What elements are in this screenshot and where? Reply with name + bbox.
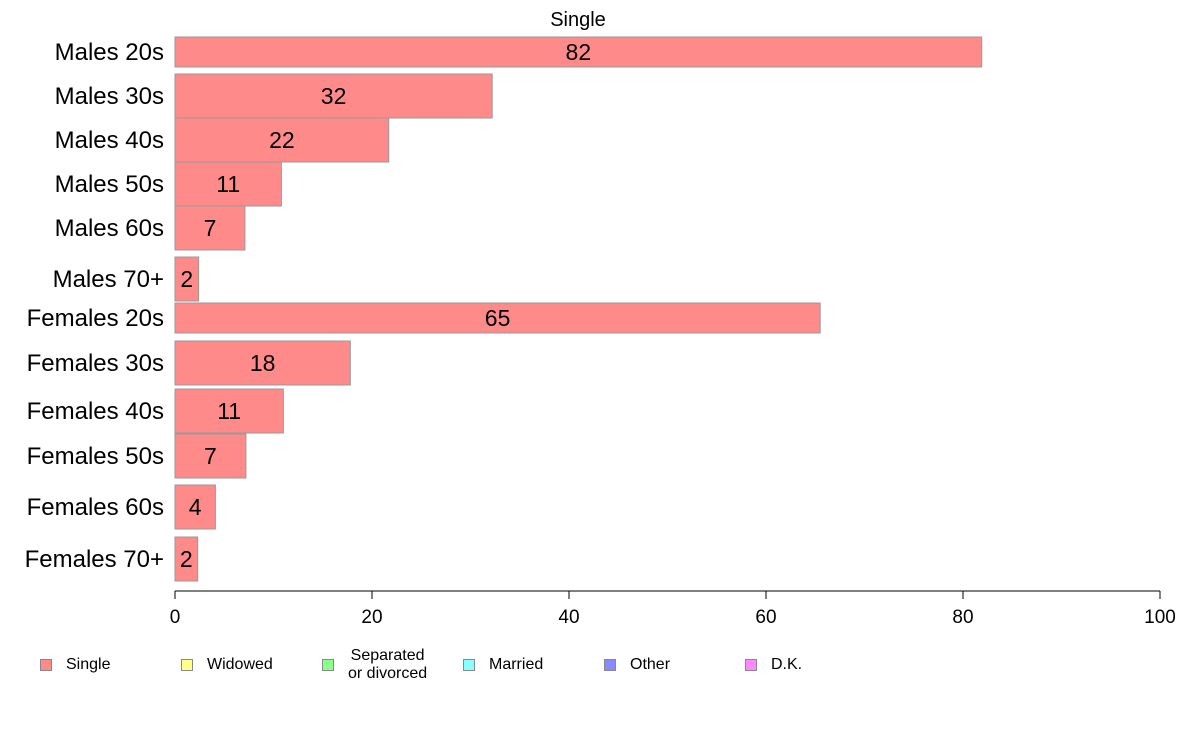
bar-value-label: 7 [204,215,217,241]
category-label: Females 40s [27,398,164,425]
chart-title: Single [550,9,606,31]
category-label: Males 40s [55,127,164,154]
category-label: Males 30s [55,83,164,110]
bar-males-70- [174,256,200,302]
bar-females-50s [174,433,247,479]
legend-item-married: Married [463,645,543,685]
x-tick-label: 0 [170,607,181,628]
category-label: Males 60s [55,215,164,242]
legend-item-d-k: D.K. [745,645,802,685]
legend-label: Married [489,656,544,673]
bar-value-label: 65 [485,305,511,331]
legend-swatch [40,659,52,671]
x-tick-label: 80 [952,607,973,628]
x-tick-label: 40 [558,607,579,628]
category-label: Males 50s [55,171,164,198]
legend-label: Other [630,656,671,673]
bar-value-label: 11 [217,398,241,424]
bar-females-30s [174,340,351,386]
legend-item-widowed: Widowed [181,645,273,685]
category-label: Females 60s [27,494,164,521]
bar-males-20s [174,36,983,68]
legend-label: Widowed [207,656,273,673]
bar-value-label: 11 [216,171,240,197]
legend-item-other: Other [604,645,670,685]
bar-value-label: 82 [566,39,592,65]
bar-value-label: 4 [189,494,202,520]
legend-label: Separated or divorced [348,647,428,682]
bar-females-70- [174,536,199,582]
legend-item-separated-or-divorced: Separated or divorced [322,645,427,685]
category-label: Females 20s [27,305,164,332]
x-tick-label: 100 [1144,607,1176,628]
legend-swatch [745,659,757,671]
legend-item-single: Single [40,645,110,685]
bar-males-50s [174,161,282,207]
legend-label: Single [66,656,111,673]
bar-value-label: 2 [180,266,193,292]
legend: Single Widowed Separated or divorced Marrie… [40,645,1140,685]
bar-value-label: 32 [321,83,347,109]
category-label: Males 20s [55,39,164,66]
category-label: Females 30s [27,350,164,377]
x-tick-label: 20 [361,607,382,628]
bar-males-40s [174,117,390,163]
category-label: Females 50s [27,443,164,470]
legend-label: D.K. [771,656,803,673]
bar-females-20s [174,302,821,334]
bar-value-label: 18 [250,350,276,376]
legend-swatch [322,659,334,671]
bar-males-60s [174,205,246,251]
legend-swatch [463,659,475,671]
x-axis: 0 20 40 60 80 100 [170,590,1176,628]
bar-females-40s [174,388,284,434]
category-label: Females 70+ [25,546,164,573]
legend-swatch [181,659,193,671]
bar-value-label: 22 [269,127,295,153]
category-label: Males 70+ [53,266,164,293]
x-tick-label: 60 [755,607,776,628]
bar-females-60s [174,484,216,530]
bar-males-30s [174,73,493,119]
bar-value-label: 2 [180,546,193,572]
legend-swatch [604,659,616,671]
bar-value-label: 7 [204,443,217,469]
